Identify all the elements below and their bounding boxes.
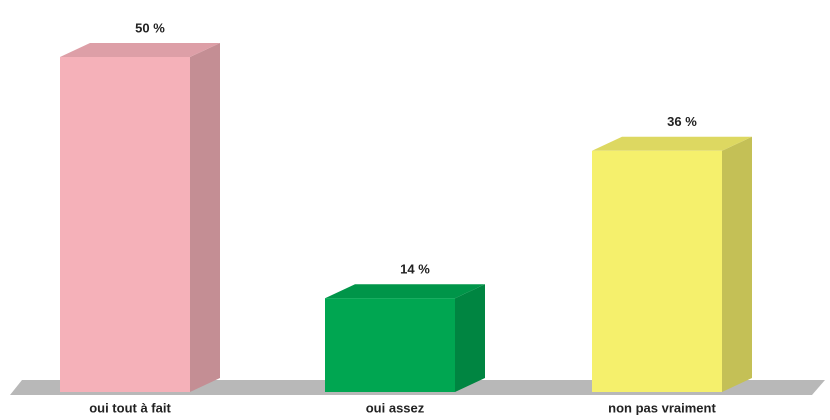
bar <box>60 57 190 392</box>
x-tick-label: oui tout à fait <box>89 400 171 415</box>
bar <box>325 298 455 392</box>
value-label: 50 % <box>135 20 165 35</box>
value-label: 36 % <box>667 114 697 129</box>
bar-side <box>190 43 220 392</box>
bar-top <box>60 43 220 57</box>
value-label: 14 % <box>400 262 430 277</box>
bar <box>592 150 722 392</box>
bar-side <box>722 136 752 392</box>
bar-top <box>325 284 485 299</box>
x-tick-label: oui assez <box>366 400 425 415</box>
x-tick-label: non pas vraiment <box>608 400 716 415</box>
bar-side <box>455 284 485 392</box>
bar-top <box>592 136 752 151</box>
